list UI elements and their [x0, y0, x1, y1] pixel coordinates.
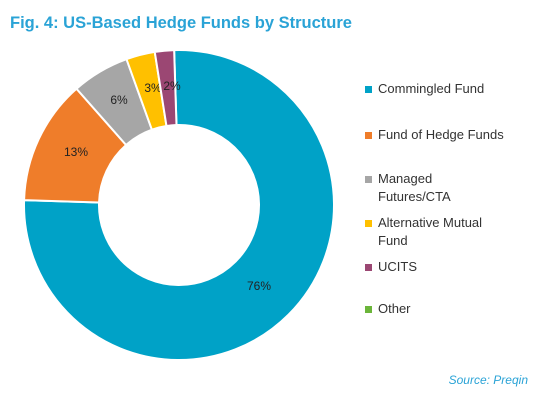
legend-label: Commingled Fund	[378, 81, 485, 96]
legend-swatch	[365, 86, 372, 93]
slice-label: 6%	[110, 93, 128, 107]
legend-swatch	[365, 132, 372, 139]
legend-label: Other	[378, 301, 411, 316]
slice-label: 3%	[144, 81, 162, 95]
legend-label: Managed Futures/CTA	[378, 171, 451, 204]
legend-label: Fund of Hedge Funds	[378, 127, 504, 142]
legend-item: Managed Futures/CTA	[365, 170, 451, 206]
chart-title: Fig. 4: US-Based Hedge Funds by Structur…	[10, 14, 352, 32]
source-note: Source: Preqin	[448, 373, 528, 387]
legend-item: Fund of Hedge Funds	[365, 126, 504, 144]
slice-commingled-fund	[23, 49, 335, 361]
slice-label: 13%	[64, 145, 88, 159]
slice-ucits	[153, 49, 178, 128]
legend-swatch	[365, 264, 372, 271]
legend-item: Commingled Fund	[365, 80, 484, 98]
slice-label: 76%	[247, 279, 271, 293]
slice-label: 2%	[163, 79, 181, 93]
legend-item: UCITS	[365, 258, 417, 276]
legend-item: Alternative Mutual Fund	[365, 214, 482, 250]
legend-label: Alternative Mutual Fund	[378, 215, 483, 248]
legend-swatch	[365, 176, 372, 183]
legend-item: Other	[365, 300, 411, 318]
legend-swatch	[365, 306, 372, 313]
legend-swatch	[365, 220, 372, 227]
donut-chart: 76% 13% 6% 3% 2%	[23, 49, 335, 361]
legend-label: UCITS	[378, 259, 417, 274]
